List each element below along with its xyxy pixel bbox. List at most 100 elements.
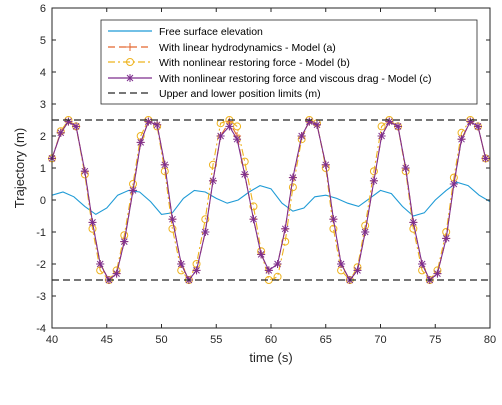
model-c-point [249, 215, 258, 224]
model-c-point [129, 186, 138, 195]
model-c-point [257, 250, 266, 259]
model-c-point [80, 167, 89, 176]
model-b-line [51, 119, 487, 282]
model-b-point [240, 157, 249, 166]
model-c-point [321, 160, 330, 169]
model-c-point [88, 218, 97, 227]
model-b-point [249, 202, 258, 211]
legend-marker-model-b [126, 58, 134, 66]
model-c-point [433, 269, 442, 278]
model-c-point [418, 260, 427, 268]
model-c-point [329, 215, 338, 224]
model-c-point [225, 122, 234, 131]
x-axis-label: time (s) [249, 350, 292, 365]
model-b-point [233, 122, 242, 131]
y-tick-label: 2 [40, 131, 46, 143]
free-surface-elevation-line [51, 181, 491, 217]
model-b-point [377, 122, 386, 131]
model-c-point [153, 120, 162, 129]
y-axis-label: Trajectory (m) [12, 128, 27, 208]
legend-marker-model-a [126, 43, 134, 51]
model-c-point [305, 117, 314, 126]
legend-entry-position-limits: Upper and lower position limits (m) [159, 88, 321, 100]
model-b-point [329, 224, 338, 233]
model-c-point [72, 122, 81, 131]
model-c-point [312, 120, 321, 129]
model-b-point [369, 167, 378, 176]
model-c-point [401, 164, 410, 172]
model-c-point [394, 122, 403, 131]
model-c-point [96, 260, 105, 268]
y-tick-label: 5 [40, 35, 46, 47]
x-tick-label: 45 [101, 334, 113, 346]
x-tick-label: 75 [429, 334, 441, 346]
model-c-point [377, 132, 386, 140]
model-c-point [481, 154, 490, 163]
model-b-point [288, 183, 297, 192]
model-c-point [409, 218, 418, 227]
model-c-point [136, 138, 145, 147]
legend: Free surface elevation With linear hydro… [100, 19, 478, 105]
model-c-point [216, 132, 225, 140]
model-c-point [281, 224, 290, 233]
legend-entry-model-a: With linear hydrodynamics - Model (a) [159, 42, 336, 54]
y-tick-label: 6 [40, 3, 46, 15]
model-c-point [369, 176, 378, 185]
y-tick-label: -1 [36, 227, 46, 239]
x-tick-label: 50 [155, 334, 167, 346]
x-tick-label: 40 [46, 334, 58, 346]
model-c-point [385, 117, 394, 126]
x-tick-label: 70 [374, 334, 386, 346]
legend-entry-free-surface: Free surface elevation [159, 26, 263, 38]
y-tick-label: -4 [36, 323, 46, 335]
legend-entry-model-c: With nonlinear restoring force and visco… [159, 73, 432, 85]
model-c-point [240, 170, 249, 179]
model-c-point [56, 128, 65, 137]
y-tick-label: -3 [36, 291, 46, 303]
model-c-point [208, 176, 217, 185]
legend-entry-model-b: With nonlinear restoring force - Model (… [159, 57, 350, 69]
y-tick-label: 0 [40, 195, 46, 207]
model-c-point [201, 228, 210, 236]
y-tick-label: 3 [40, 99, 46, 111]
x-tick-label: 65 [320, 334, 332, 346]
legend-samples [108, 30, 152, 94]
model-c-point [457, 135, 466, 144]
model-c-point [449, 180, 458, 188]
model-c-point [177, 260, 186, 268]
model-c-point [233, 135, 242, 144]
model-c-point [120, 237, 129, 246]
y-tick-label: 1 [40, 163, 46, 175]
x-tick-label: 60 [265, 334, 277, 346]
model-b-point [208, 160, 217, 169]
model-c-point [337, 260, 346, 268]
model-c-point [361, 228, 370, 236]
legend-marker-model-c [126, 74, 134, 82]
legend-box [100, 19, 478, 105]
model-b-point [281, 237, 290, 246]
x-tick-label: 55 [210, 334, 222, 346]
model-c-point [192, 266, 201, 275]
model-c-point [288, 173, 297, 182]
model-c-point [144, 117, 153, 126]
plot-series-group [48, 116, 491, 284]
model-b-point [168, 224, 177, 233]
model-c-point [353, 266, 362, 275]
model-c-point [168, 215, 177, 224]
y-tick-label: 4 [40, 67, 46, 79]
model-c-point [473, 122, 482, 131]
model-c-point [442, 234, 451, 243]
model-c-point [264, 266, 273, 275]
model-c-point [466, 117, 475, 126]
model-c-point [160, 160, 169, 169]
model-c-point [297, 132, 306, 140]
x-tick-label: 80 [484, 334, 496, 346]
model-c-point [64, 117, 73, 126]
model-c-point [112, 269, 121, 278]
model-b-point [201, 215, 210, 224]
y-tick-label: -2 [36, 259, 46, 271]
model-c-point [273, 260, 282, 268]
